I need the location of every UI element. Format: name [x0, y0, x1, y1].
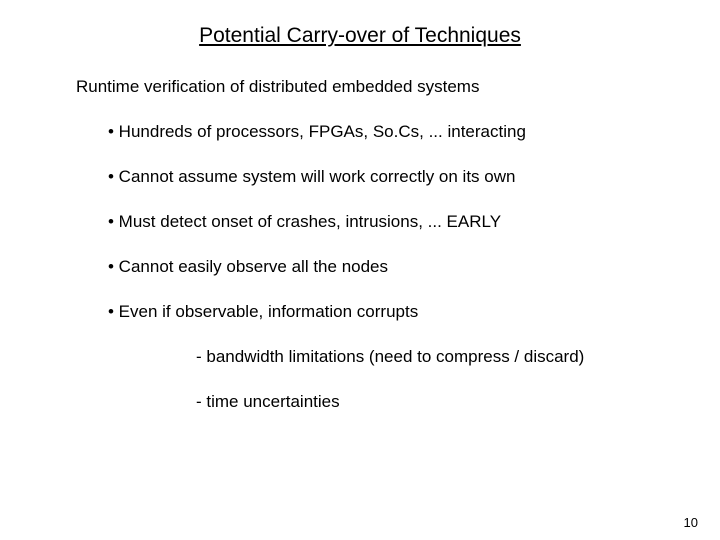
sub-bullet-item: - bandwidth limitations (need to compres…: [196, 346, 660, 369]
bullet-item: • Cannot easily observe all the nodes: [108, 256, 660, 279]
bullet-item: • Must detect onset of crashes, intrusio…: [108, 211, 660, 234]
slide-title: Potential Carry-over of Techniques: [60, 24, 660, 48]
body-heading: Runtime verification of distributed embe…: [76, 76, 660, 99]
slide: Potential Carry-over of Techniques Runti…: [0, 0, 720, 540]
sub-bullet-item: - time uncertainties: [196, 391, 660, 414]
page-number: 10: [684, 515, 698, 530]
slide-body: Runtime verification of distributed embe…: [76, 76, 660, 414]
bullet-item: • Even if observable, information corrup…: [108, 301, 660, 324]
bullet-item: • Hundreds of processors, FPGAs, So.Cs, …: [108, 121, 660, 144]
bullet-item: • Cannot assume system will work correct…: [108, 166, 660, 189]
